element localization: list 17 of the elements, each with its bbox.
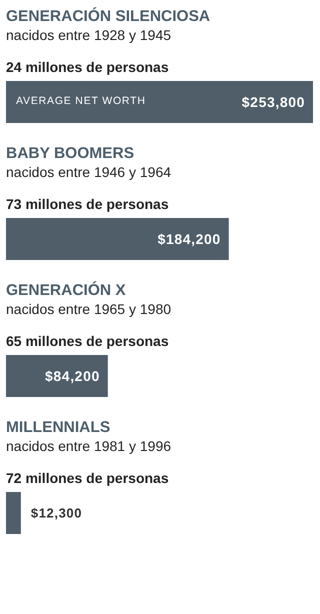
annotation: nacidos entre 1946 y 1964 [6, 164, 172, 180]
annotation: 73 millones de personas [6, 196, 170, 212]
annotation: nacidos entre 1981 y 1996 [6, 438, 172, 454]
data-label: $184,200 [158, 231, 221, 247]
y-tick-label: MILLENNIALS [6, 419, 112, 437]
data-label: $253,800 [242, 94, 305, 110]
annotation: 72 millones de personas [6, 470, 170, 486]
y-tick-label: BABY BOOMERS [6, 145, 136, 163]
annotation: AVERAGE NET WORTH [16, 95, 146, 107]
data-label: $12,300 [30, 506, 82, 520]
data-label: $84,200 [45, 368, 100, 384]
annotation: nacidos entre 1965 y 1980 [6, 301, 172, 317]
y-tick-label: GENERACIÓN X [6, 282, 127, 300]
annotation: 24 millones de personas [6, 59, 170, 75]
annotation: 65 millones de personas [6, 333, 170, 349]
y-tick-label: GENERACIÓN SILENCIOSA [6, 8, 212, 26]
annotation: nacidos entre 1928 y 1945 [6, 27, 172, 43]
